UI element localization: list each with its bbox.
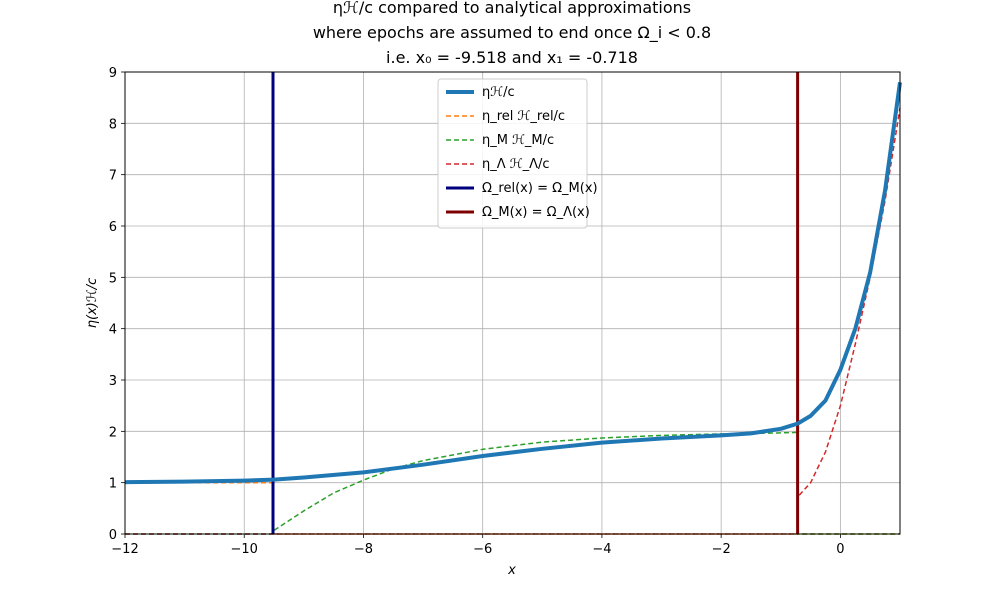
plot-frame: [124, 71, 901, 535]
x-axis-label: x: [507, 563, 516, 578]
x-tick-label: −2: [712, 542, 731, 557]
legend-label: η_Λ ℋ_Λ/c: [482, 157, 550, 172]
y-tick-label: 7: [109, 169, 117, 184]
series-layer: [124, 72, 902, 535]
x-tick-label: −10: [231, 542, 258, 557]
y-tick-label: 3: [109, 374, 117, 389]
y-tick-label: 4: [109, 323, 117, 338]
series-line-c: [124, 82, 902, 485]
y-axis-ticks: 0 1 2 3 4 5 6 7 8 9: [109, 66, 125, 543]
series-line-m-m-c: [125, 431, 900, 535]
x-axis-ticks: −12 −10 −8 −6 −4 −2 0: [111, 534, 845, 557]
legend-label: η_rel ℋ_rel/c: [482, 109, 565, 124]
legend-label: η_M ℋ_M/c: [482, 133, 554, 148]
legend: ηℋ/c η_rel ℋ_rel/c η_M ℋ_M/c η_Λ ℋ_Λ/c Ω_rel…: [437, 78, 598, 229]
chart-title-line-3: i.e. x₀ = -9.518 and x₁ = -0.718: [386, 48, 638, 67]
chart-title-line-2: where epochs are assumed to end once Ω_i…: [313, 23, 711, 43]
y-tick-label: 8: [109, 117, 117, 132]
chart-title-line-1: ηℋ/c compared to analytical approximatio…: [333, 0, 691, 17]
y-tick-label: 2: [109, 425, 117, 440]
y-tick-label: 5: [109, 271, 117, 286]
y-tick-label: 1: [109, 477, 117, 492]
legend-box: [437, 78, 588, 229]
y-tick-label: 6: [109, 220, 117, 235]
y-tick-label: 0: [109, 528, 117, 543]
legend-label: Ω_M(x) = Ω_Λ(x): [482, 205, 590, 220]
x-tick-label: −6: [473, 542, 492, 557]
x-tick-label: 0: [836, 542, 844, 557]
y-tick-label: 9: [109, 66, 117, 81]
y-axis-label: η(x)ℋ/c: [85, 278, 100, 328]
x-tick-label: −4: [592, 542, 611, 557]
x-tick-label: −12: [111, 542, 138, 557]
legend-label: Ω_rel(x) = Ω_M(x): [482, 181, 598, 196]
x-tick-label: −8: [354, 542, 373, 557]
legend-label: ηℋ/c: [482, 85, 515, 100]
